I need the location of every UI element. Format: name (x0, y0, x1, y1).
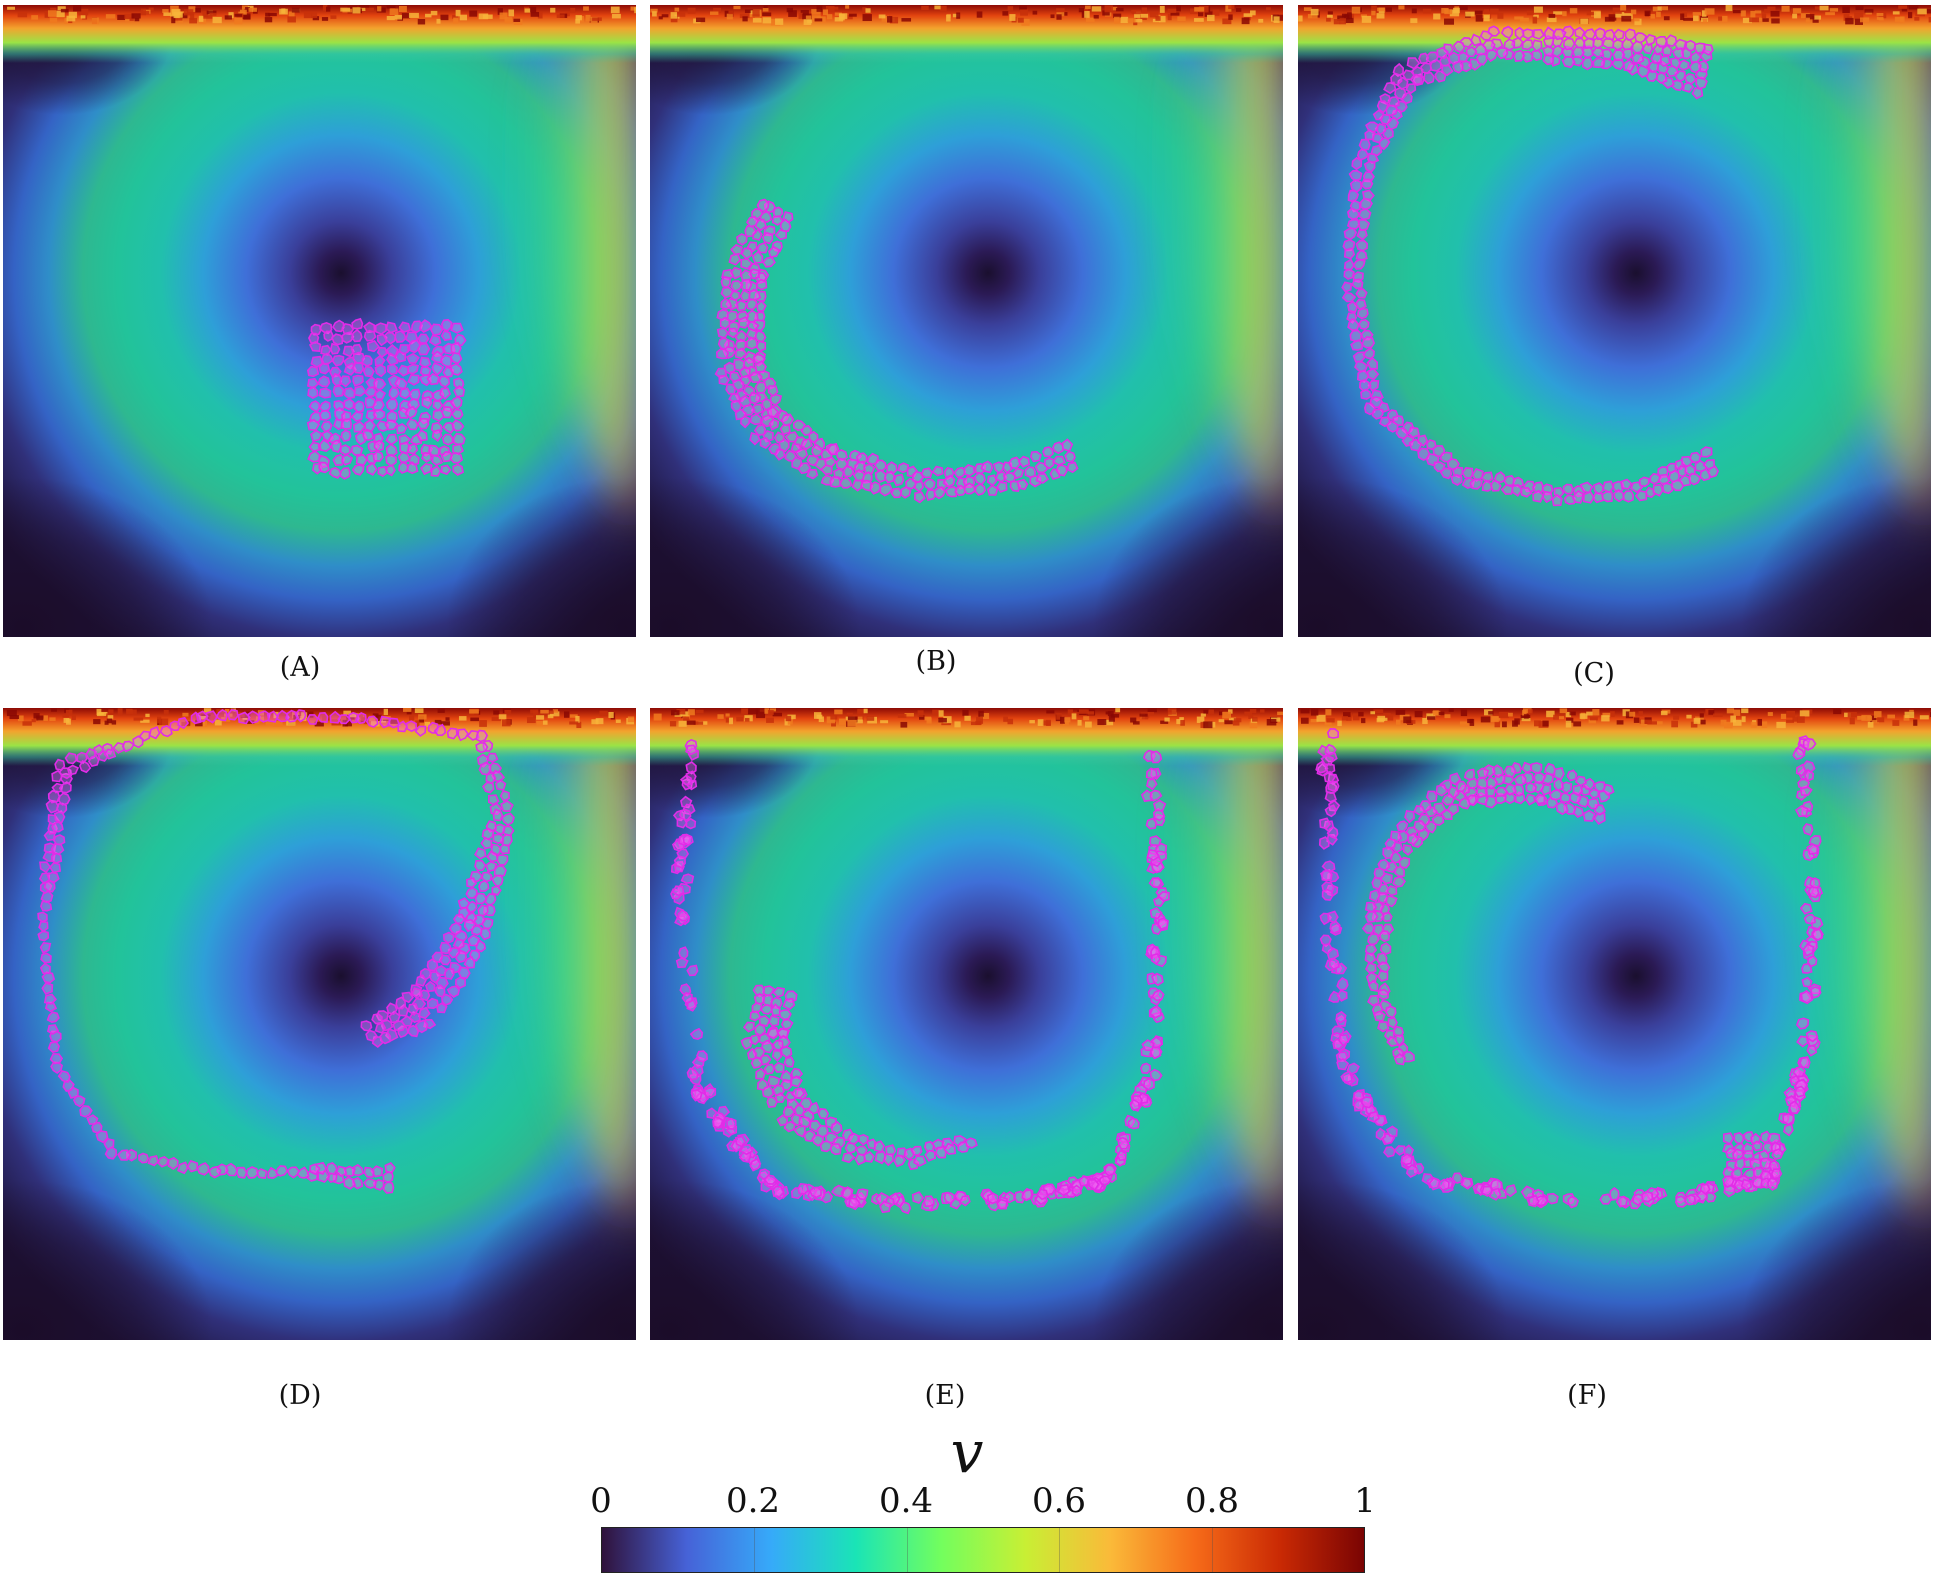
colorbar-tick-mark (1211, 1528, 1213, 1572)
colorbar-tick-mark (906, 1528, 908, 1572)
velocity-field-f (1298, 708, 1931, 1340)
panel-c (1298, 5, 1931, 637)
colorbar-tick-4: 0.8 (1184, 1481, 1240, 1521)
particle-group (37, 708, 515, 1194)
colorbar-tick-mark (754, 1528, 756, 1572)
particle-group (1315, 728, 1824, 1210)
colorbar-tick-5: 1 (1354, 1481, 1376, 1521)
colorbar-tick-3: 0.6 (1031, 1481, 1087, 1521)
panel-e (650, 708, 1283, 1340)
panel-f (1298, 708, 1931, 1340)
panel-c-label: (C) (1573, 658, 1615, 689)
particle-group (714, 198, 1079, 504)
colorbar-tick-1: 0.2 (725, 1481, 781, 1521)
panel-d-label: (D) (278, 1380, 322, 1411)
colorbar-tick-mark (1059, 1528, 1061, 1572)
colorbar (601, 1527, 1365, 1573)
colorbar-tick-0: 0 (590, 1481, 612, 1521)
panel-e-label: (E) (924, 1380, 966, 1411)
panel-f-label: (F) (1567, 1380, 1607, 1411)
colorbar-title: v (950, 1418, 984, 1486)
velocity-field-e (650, 708, 1283, 1340)
panel-b (650, 5, 1283, 637)
panel-b-label: (B) (915, 646, 957, 677)
velocity-field-a (3, 5, 636, 637)
velocity-field-d (3, 708, 636, 1340)
particle-group (1341, 25, 1720, 507)
panel-d (3, 708, 636, 1340)
velocity-field-b (650, 5, 1283, 637)
colorbar-tick-2: 0.4 (878, 1481, 934, 1521)
particle-group (670, 739, 1170, 1215)
panel-a (3, 5, 636, 637)
panel-a-label: (A) (279, 652, 321, 683)
particle-group (306, 317, 467, 480)
velocity-field-c (1298, 5, 1931, 637)
